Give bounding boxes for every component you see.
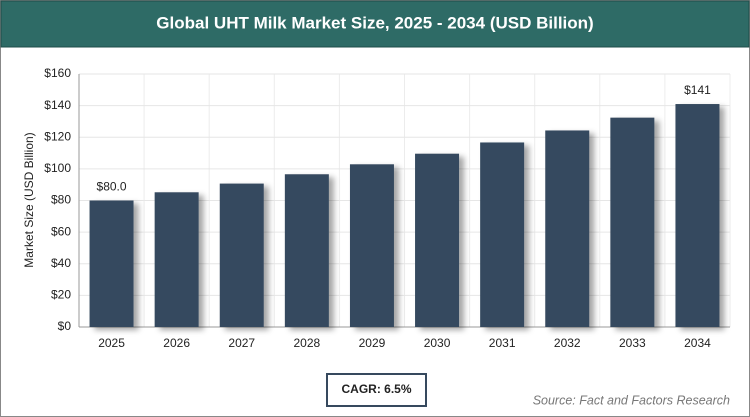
cagr-box: [326, 373, 427, 407]
x-tick-label: 2026: [163, 336, 190, 350]
y-tick-label: $60: [51, 224, 71, 238]
y-tick-label: $40: [51, 256, 71, 270]
bar: [154, 192, 199, 327]
cagr-annotation: CAGR: 6.5%: [341, 382, 411, 396]
y-tick-label: $140: [44, 98, 71, 112]
x-tick-label: 2028: [293, 336, 320, 350]
bar: [480, 142, 525, 327]
bar: [545, 130, 590, 327]
y-tick-label: $20: [51, 288, 71, 302]
data-label: $141: [684, 83, 711, 97]
bar: [219, 183, 264, 327]
y-tick-label: $100: [44, 161, 71, 175]
x-tick-label: 2027: [228, 336, 255, 350]
x-tick-label: 2033: [619, 336, 646, 350]
bar: [349, 164, 394, 327]
chart-title: Global UHT Milk Market Size, 2025 - 2034…: [156, 13, 593, 32]
bar: [415, 153, 460, 327]
y-tick-label: $80: [51, 193, 71, 207]
y-tick-label: $120: [44, 129, 71, 143]
x-tick-label: 2032: [554, 336, 581, 350]
x-tick-label: 2029: [359, 336, 386, 350]
bar: [610, 117, 655, 327]
y-tick-label: $0: [58, 319, 72, 333]
y-tick-label: $160: [44, 66, 71, 80]
x-tick-label: 2031: [489, 336, 516, 350]
x-tick-label: 2030: [424, 336, 451, 350]
data-label: $80.0: [97, 180, 127, 194]
source: Source: Fact and Factors Research: [533, 393, 730, 407]
bar: [284, 174, 329, 327]
bar: [675, 104, 720, 327]
x-tick-label: 2025: [98, 336, 125, 350]
bar: [89, 200, 134, 327]
title-banner: [0, 0, 750, 48]
x-tick-label: 2034: [684, 336, 711, 350]
y-axis-label: Market Size (USD Billion): [22, 132, 36, 267]
